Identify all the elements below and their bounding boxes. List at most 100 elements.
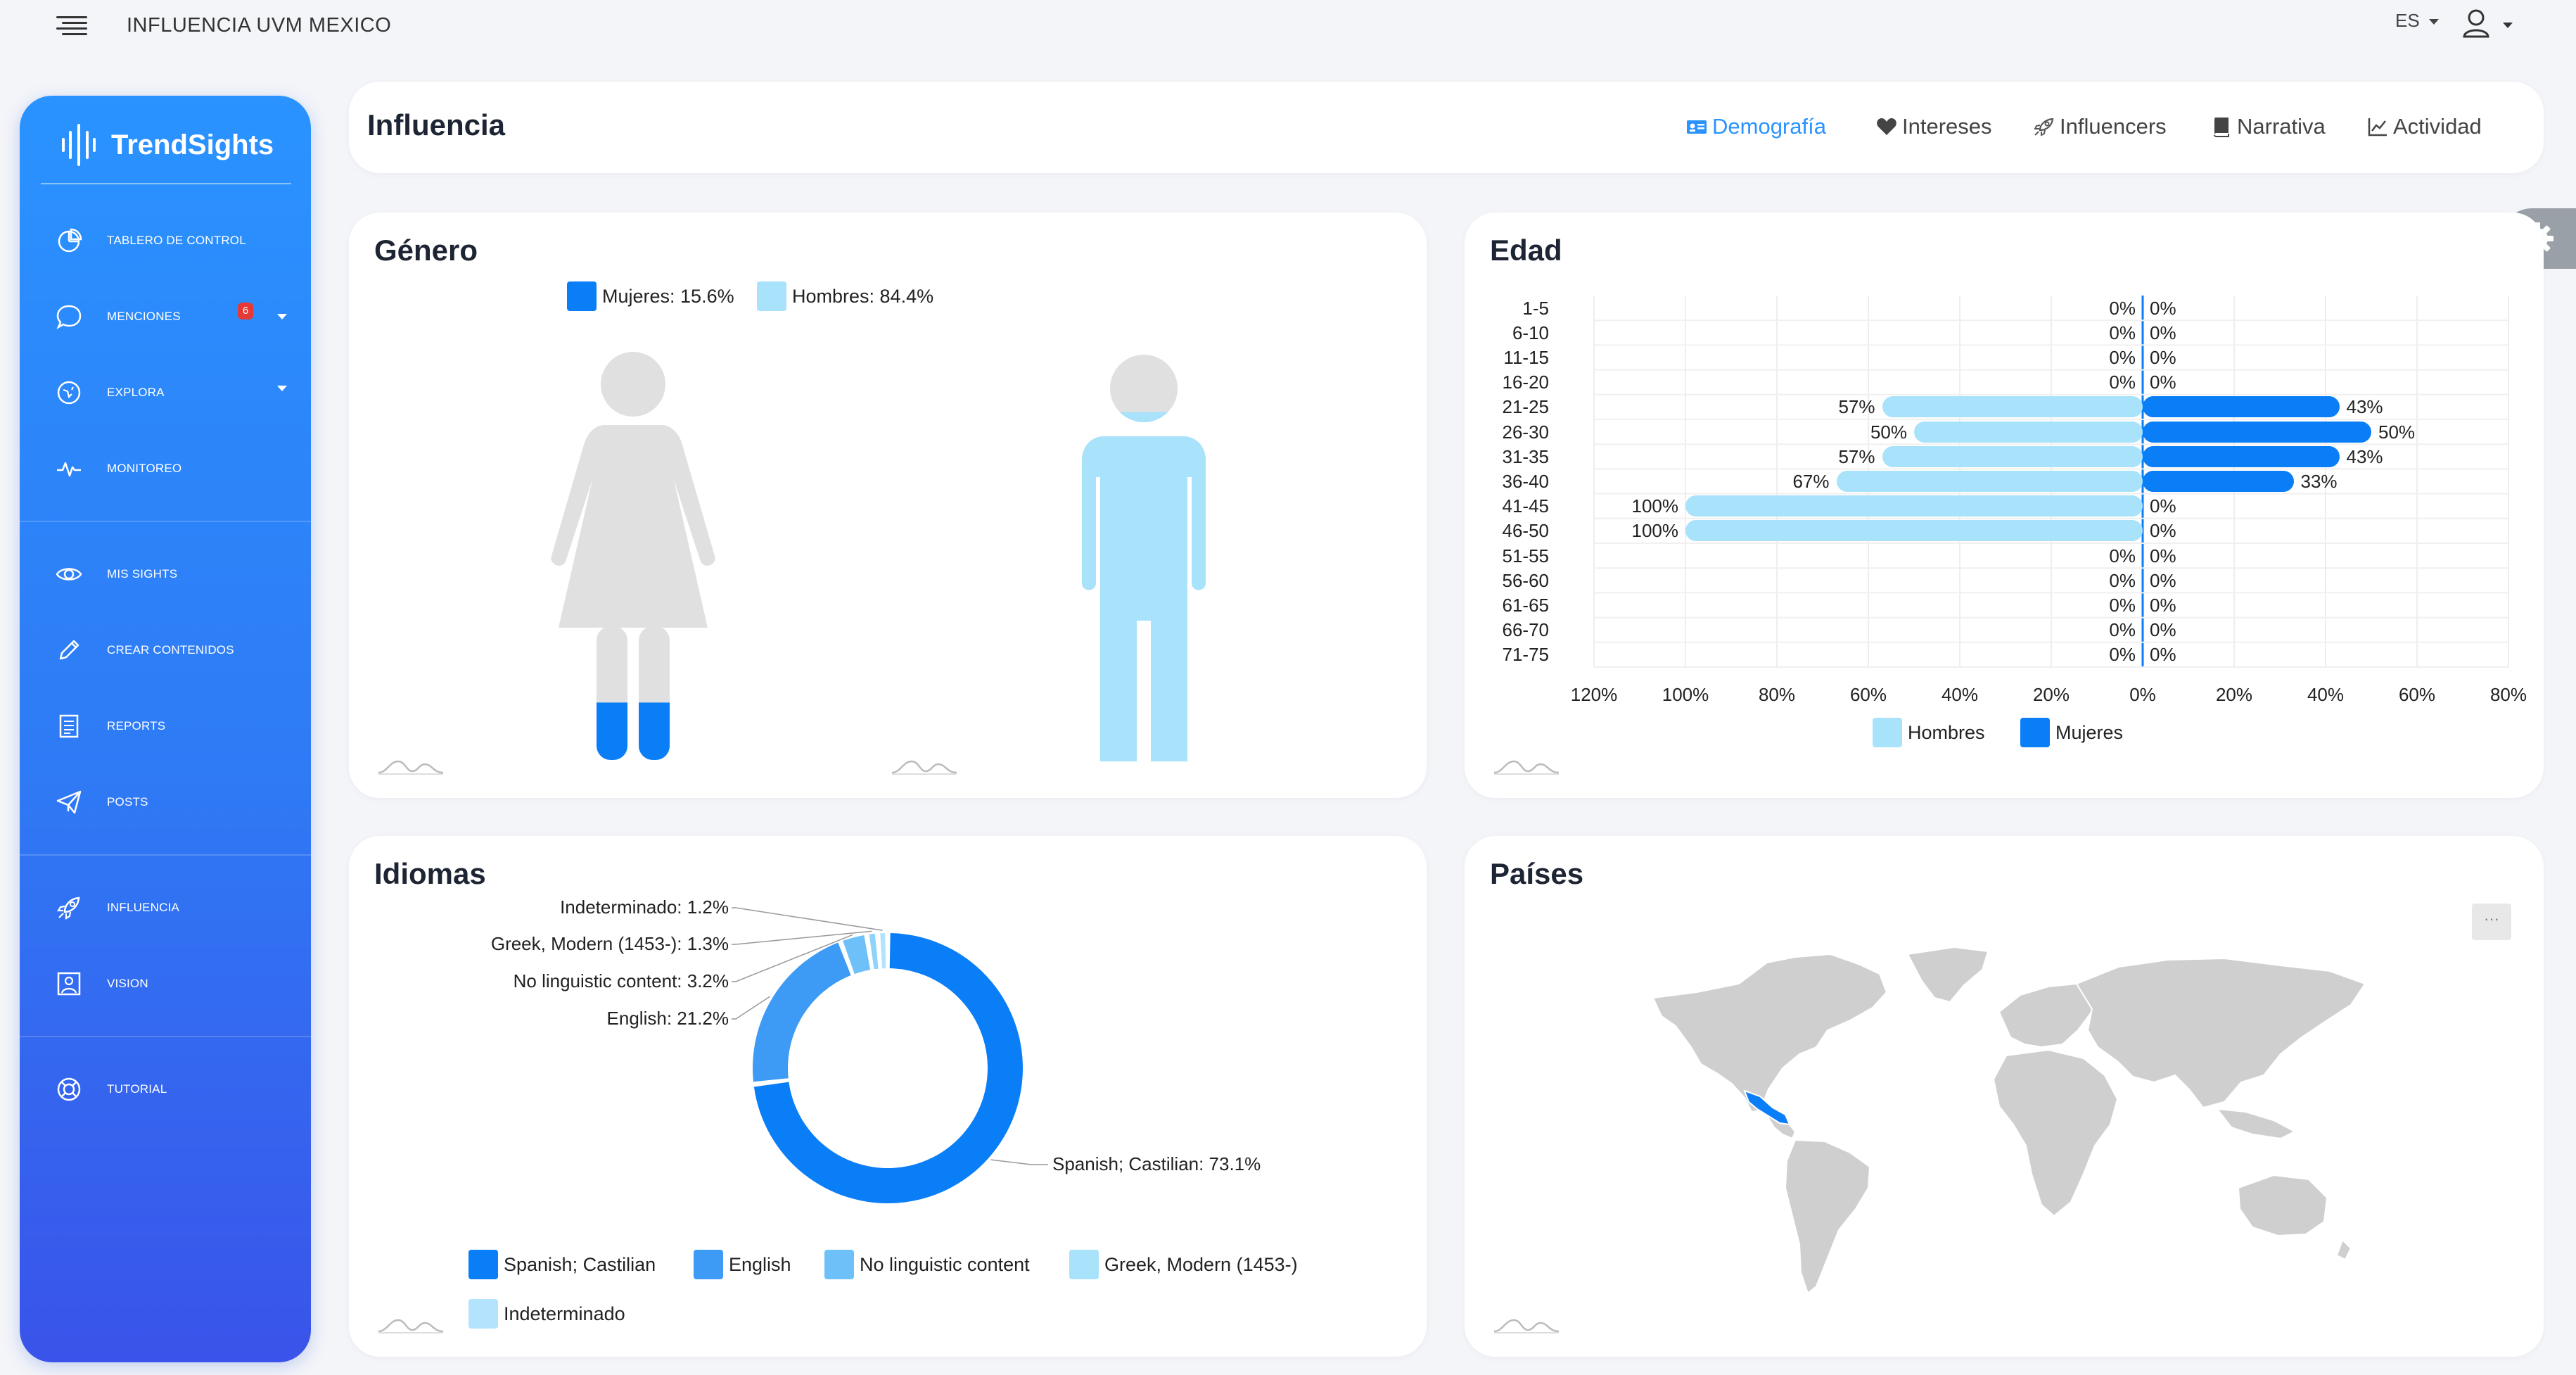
rocket-icon xyxy=(2034,118,2054,137)
data-label-hombres: 0% xyxy=(2109,644,2136,666)
bar-hombres[interactable] xyxy=(1685,495,2143,517)
bar-hombres[interactable] xyxy=(1882,396,2143,418)
trendsights-watermark-icon xyxy=(1493,760,1560,775)
report-icon xyxy=(59,714,79,738)
tab-actividad[interactable]: Actividad xyxy=(2366,114,2482,139)
legend-swatch xyxy=(757,281,786,311)
bar-hombres[interactable] xyxy=(1836,471,2143,492)
donut-slice[interactable] xyxy=(869,933,879,970)
menu-toggle-icon[interactable] xyxy=(56,13,87,41)
map-mexico-highlight xyxy=(1743,1089,1791,1126)
sound-wave-icon xyxy=(62,124,96,166)
languages-donut-chart: Spanish; Castilian: 73.1% English: 21.2% N… xyxy=(491,896,1261,1203)
tab-influencers[interactable]: Influencers xyxy=(2033,114,2167,139)
bar-mujeres[interactable] xyxy=(2143,421,2371,443)
legend-item-hombres[interactable]: Hombres: 84.4% xyxy=(757,281,933,311)
tab-label: Narrativa xyxy=(2237,114,2326,139)
legend-item-spanish[interactable]: Spanish; Castilian xyxy=(468,1250,656,1279)
legend-label: Mujeres: 15.6% xyxy=(602,285,734,307)
logo: TrendSights xyxy=(59,124,274,166)
data-label-hombres: 0% xyxy=(2109,322,2136,343)
card-title: Países xyxy=(1490,857,1584,890)
trendsights-watermark-icon xyxy=(1493,1319,1560,1333)
bar-mujeres[interactable] xyxy=(2143,445,2340,467)
legend-item-no-linguistic[interactable]: No linguistic content xyxy=(824,1250,1030,1279)
sidebar-item-label: CREAR CONTENIDOS xyxy=(107,643,234,657)
user-menu[interactable] xyxy=(2462,6,2518,41)
sidebar-item-label: MIS SIGHTS xyxy=(107,567,178,581)
donut-slice[interactable] xyxy=(880,933,886,969)
data-label-hombres: 0% xyxy=(2109,619,2136,641)
donut-slice[interactable] xyxy=(753,942,851,1082)
sidebar-item-tablero[interactable]: TABLERO DE CONTROL xyxy=(20,213,311,269)
x-tick-label: 120% xyxy=(1570,684,1618,705)
x-tick-label: 100% xyxy=(1662,684,1709,705)
top-bar: INFLUENCIA UVM MEXICO ES xyxy=(0,0,2576,56)
sidebar-item-reports[interactable]: REPORTS xyxy=(20,698,311,754)
legend-item-hombres[interactable]: Hombres xyxy=(1873,718,1985,747)
donut-data-label: Indeterminado: 1.2% xyxy=(560,896,729,918)
sidebar-item-posts[interactable]: POSTS xyxy=(20,774,311,830)
age-category-label: 31-35 xyxy=(1502,445,1550,467)
data-label-mujeres: 0% xyxy=(2150,644,2176,666)
sidebar-item-influencia[interactable]: INFLUENCIA xyxy=(20,880,311,936)
x-tick-label: 20% xyxy=(2215,684,2253,705)
map-southeast-asia xyxy=(2215,1108,2297,1140)
bar-hombres[interactable] xyxy=(1685,520,2143,542)
bar-hombres[interactable] xyxy=(1914,421,2143,443)
x-tick-label: 0% xyxy=(2129,684,2156,705)
donut-slice[interactable] xyxy=(843,934,871,975)
chevron-down-icon xyxy=(2428,19,2439,25)
user-icon xyxy=(2463,9,2489,38)
sidebar-item-explora[interactable]: EXPLORA xyxy=(20,365,311,421)
language-label: ES xyxy=(2395,10,2420,31)
man-figure xyxy=(1082,355,1206,761)
tab-demografia[interactable]: Demografía xyxy=(1685,114,1826,139)
data-label-hombres: 67% xyxy=(1792,471,1830,492)
data-label-mujeres: 50% xyxy=(2378,421,2416,443)
sidebar-item-mis-sights[interactable]: MIS SIGHTS xyxy=(20,546,311,602)
age-category-label: 46-50 xyxy=(1502,520,1550,542)
legend-item-mujeres[interactable]: Mujeres: 15.6% xyxy=(567,281,734,311)
legend-label: Hombres: 84.4% xyxy=(792,285,934,307)
data-label-mujeres: 0% xyxy=(2150,545,2176,566)
trendsights-watermark-icon xyxy=(891,760,957,775)
legend-item-english[interactable]: English xyxy=(694,1250,791,1279)
sidebar-item-tutorial[interactable]: TUTORIAL xyxy=(20,1061,311,1117)
data-label-hombres: 57% xyxy=(1838,445,1875,467)
tab-intereses[interactable]: Intereses xyxy=(1875,114,1992,139)
legend-label: Indeterminado xyxy=(504,1303,625,1324)
age-category-label: 6-10 xyxy=(1512,322,1549,343)
chat-bubble-icon xyxy=(56,305,82,329)
age-category-label: 36-40 xyxy=(1502,471,1550,492)
sidebar-item-menciones[interactable]: MENCIONES 6 xyxy=(20,289,311,345)
donut-data-label: No linguistic content: 3.2% xyxy=(514,970,729,991)
data-label-hombres: 0% xyxy=(2109,372,2136,393)
card-title: Género xyxy=(374,234,478,267)
data-label-mujeres: 0% xyxy=(2150,595,2176,616)
legend-label: Mujeres xyxy=(2055,721,2124,743)
sidebar-item-monitoreo[interactable]: MONITOREO xyxy=(20,441,311,497)
data-label-mujeres: 0% xyxy=(2150,322,2176,343)
legend-label: Hombres xyxy=(1908,721,1985,743)
legend-swatch xyxy=(1069,1250,1099,1279)
legend-item-mujeres[interactable]: Mujeres xyxy=(2020,718,2123,747)
gender-pictogram xyxy=(551,352,1206,761)
x-tick-label: 40% xyxy=(2307,684,2345,705)
bar-mujeres[interactable] xyxy=(2143,471,2294,492)
data-label-mujeres: 0% xyxy=(2150,569,2176,591)
legend-label: Spanish; Castilian xyxy=(504,1253,656,1275)
map-menu-button[interactable]: ··· xyxy=(2472,904,2511,940)
sidebar-item-vision[interactable]: VISION xyxy=(20,956,311,1012)
language-selector[interactable]: ES xyxy=(2395,10,2439,32)
world-map[interactable] xyxy=(1465,836,2544,1357)
legend-item-indeterminado[interactable]: Indeterminado xyxy=(468,1299,625,1329)
bar-hombres[interactable] xyxy=(1882,445,2143,467)
legend-item-greek[interactable]: Greek, Modern (1453-) xyxy=(1069,1250,1298,1279)
heart-icon xyxy=(1877,118,1896,135)
age-category-label: 71-75 xyxy=(1502,644,1550,666)
sidebar-item-crear-contenidos[interactable]: CREAR CONTENIDOS xyxy=(20,622,311,678)
sidebar-item-label: TUTORIAL xyxy=(107,1082,167,1096)
tab-narrativa[interactable]: Narrativa xyxy=(2210,114,2326,139)
bar-mujeres[interactable] xyxy=(2143,396,2340,418)
